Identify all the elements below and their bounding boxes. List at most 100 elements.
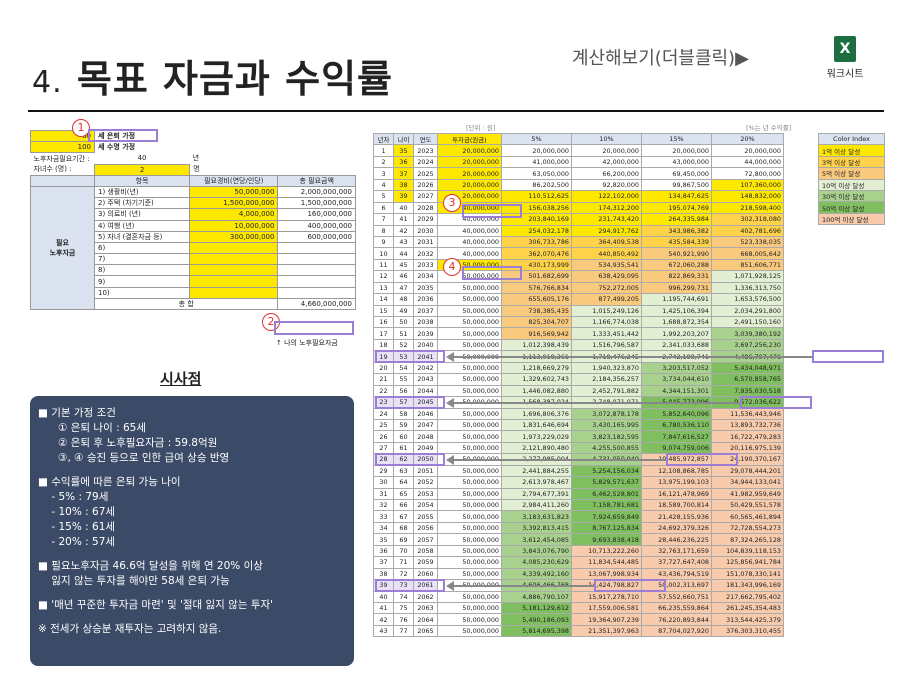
item-cost[interactable]	[189, 241, 279, 255]
calculate-link[interactable]: 계산해보기(더블클릭)▶	[572, 48, 749, 69]
table-cell: 306,733,786	[501, 235, 572, 249]
table-cell: 15	[373, 304, 394, 318]
table-cell: 8,767,125,834	[571, 521, 642, 535]
table-cell: 13	[373, 281, 394, 295]
table-row: 29 63 2051 50,000,000 2,441,884,255 5,254,156…	[373, 464, 784, 478]
table-cell: 16	[373, 315, 394, 329]
excel-worksheet-button[interactable]: X 워크시트	[820, 36, 870, 80]
table-cell: 151,078,330,141	[711, 567, 784, 581]
table-cell: 1	[373, 144, 394, 157]
table-cell: 174,312,200	[571, 201, 642, 215]
table-cell: 4,339,492,160	[501, 567, 572, 581]
table-cell: 17,559,006,581	[571, 601, 642, 615]
table-cell: 540,921,990	[641, 247, 712, 260]
table-cell: 2,184,356,257	[571, 373, 642, 386]
table-cell: 2033	[413, 258, 438, 272]
column-header: 투자금(원금)	[437, 132, 502, 146]
table-cell: 29	[373, 464, 394, 478]
table-cell: 2044	[413, 384, 438, 398]
table-cell: 50,000,000	[437, 304, 502, 318]
table-row: 42 76 2064 50,000,000 5,490,186,093 19,364,90…	[373, 613, 784, 626]
table-cell: 668,005,642	[711, 247, 784, 260]
item-cost[interactable]: 300,000,000	[189, 230, 279, 243]
table-cell: 36	[393, 155, 414, 169]
table-cell: 50,000,000	[437, 556, 502, 569]
table-cell: 3,039,380,192	[711, 327, 784, 340]
table-cell: 9	[373, 235, 394, 249]
table-cell: 1,071,928,125	[711, 270, 784, 283]
table-cell: 5,181,129,612	[501, 601, 572, 615]
table-cell: 313,544,425,379	[711, 613, 784, 626]
item-cost[interactable]	[189, 275, 279, 288]
table-cell: 1,329,602,743	[501, 373, 572, 386]
panel-line: - 10% : 67세	[38, 506, 116, 518]
table-cell: 302,318,080	[711, 213, 784, 226]
table-cell: 2048	[413, 430, 438, 443]
table-cell: 104,839,118,153	[711, 544, 784, 558]
table-cell: 3,203,517,052	[641, 361, 712, 375]
table-cell: 50,000,000	[437, 544, 502, 558]
table-cell: 2030	[413, 224, 438, 237]
table-cell: 41	[373, 601, 394, 615]
table-cell: 10	[373, 247, 394, 260]
children-value[interactable]: 2	[93, 163, 191, 176]
item-cost[interactable]: 4,000,000	[189, 208, 279, 221]
excel-icon: X	[834, 36, 856, 62]
table-cell: 3,392,813,415	[501, 521, 572, 535]
item-cost[interactable]: 1,500,000,000	[189, 197, 279, 210]
table-row: 21 55 2043 50,000,000 1,329,602,743 2,184,356…	[373, 373, 784, 386]
table-cell: 2036	[413, 293, 438, 306]
highlight-box	[594, 579, 666, 593]
highlight-box	[375, 350, 445, 364]
table-cell: 63	[393, 464, 414, 478]
table-cell: 107,360,000	[711, 178, 784, 192]
color-index-item: 10억 이상 달성	[818, 178, 885, 191]
table-cell: 6,462,528,801	[571, 487, 642, 501]
table-cell: 2,441,884,255	[501, 464, 572, 478]
title-number: 4.	[32, 65, 63, 100]
table-cell: 68	[393, 521, 414, 535]
table-cell: 42	[373, 613, 394, 626]
table-cell: 55	[393, 373, 414, 386]
item-cost[interactable]	[189, 253, 279, 266]
table-row: 8 42 2030 40,000,000 254,032,178 294,917,762 3…	[373, 224, 784, 237]
table-cell: 40,000,000	[437, 247, 502, 260]
table-cell: 3,734,044,610	[641, 373, 712, 386]
table-cell: 12,108,868,785	[641, 464, 712, 478]
table-cell: 851,606,771	[711, 258, 784, 272]
column-header: 10%	[571, 132, 642, 146]
table-cell: 1,653,576,500	[711, 293, 784, 306]
table-cell: 50,000,000	[437, 338, 502, 352]
table-cell: 40,000,000	[437, 224, 502, 237]
panel-line: - 15% : 61세	[38, 521, 116, 533]
table-cell: 2060	[413, 567, 438, 581]
years-needed-value: 40	[137, 154, 147, 163]
color-index-item: 30억 이상 달성	[818, 189, 885, 203]
table-cell: 14	[373, 293, 394, 306]
table-row: 36 70 2058 50,000,000 3,843,076,790 10,713,22…	[373, 544, 784, 558]
table-cell: 1,425,106,394	[641, 304, 712, 318]
step-number-circle: 3	[443, 194, 461, 212]
table-cell: 51	[393, 327, 414, 340]
table-cell: 1,446,082,880	[501, 384, 572, 398]
table-cell: 50	[393, 315, 414, 329]
table-cell: 2027	[413, 190, 438, 203]
table-cell: 50,000,000	[437, 441, 502, 455]
table-cell: 34	[373, 521, 394, 535]
item-cost[interactable]: 10,000,000	[189, 219, 279, 232]
table-cell: 17	[373, 327, 394, 340]
table-cell: 36	[373, 544, 394, 558]
table-row: 13 47 2035 50,000,000 576,766,834 752,272,005…	[373, 281, 784, 295]
item-cost[interactable]	[189, 264, 279, 277]
table-cell: 10,713,222,260	[571, 544, 642, 558]
table-cell: 35	[393, 144, 414, 157]
item-cost[interactable]: 50,000,000	[189, 185, 279, 199]
lifespan-value[interactable]: 100	[30, 141, 95, 154]
highlight-box	[375, 453, 445, 467]
sum-value: 4,660,000,000	[277, 297, 356, 311]
table-cell: 1,831,646,694	[501, 418, 572, 432]
table-row: 38 72 2060 50,000,000 4,339,492,160 13,067,99…	[373, 567, 784, 581]
table-cell: 66,235,559,864	[641, 601, 712, 615]
item-cost[interactable]	[189, 286, 279, 299]
table-cell: 18,589,700,814	[641, 498, 712, 512]
